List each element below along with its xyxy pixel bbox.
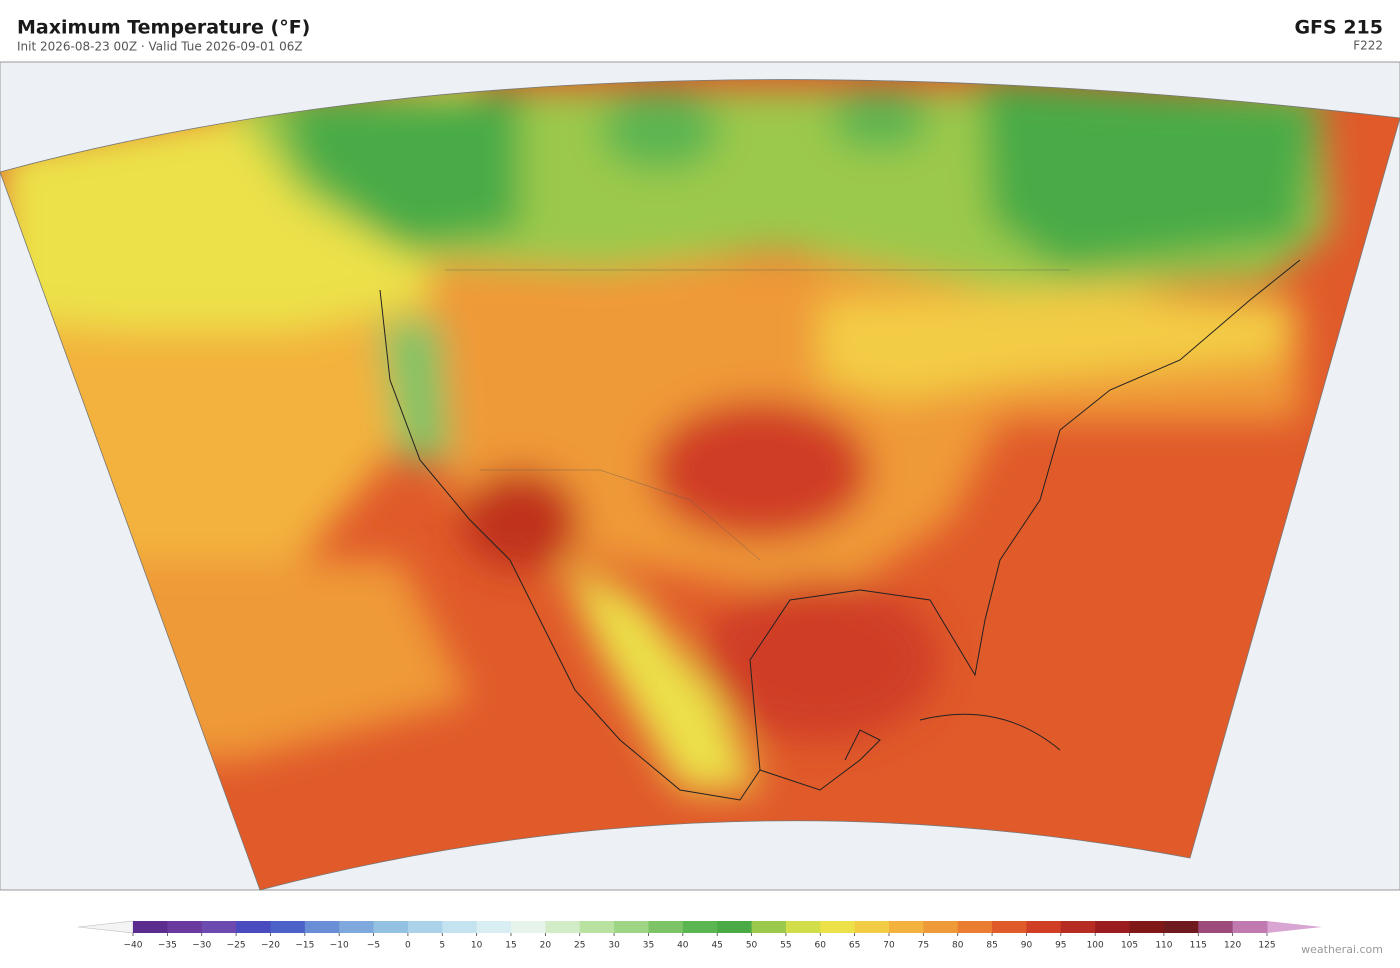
colorbar-tick-label: 105 xyxy=(1121,941,1138,951)
colorbar-tick-label: −15 xyxy=(295,941,314,951)
colorbar-bin xyxy=(511,921,546,933)
colorbar-tick-label: −40 xyxy=(124,941,143,951)
colorbar-bin xyxy=(545,921,581,933)
colorbar-bin xyxy=(957,921,993,933)
colorbar-bin xyxy=(923,921,959,933)
colorbar-tick-label: 125 xyxy=(1258,941,1275,951)
colorbar-bin xyxy=(854,921,890,933)
forecast-hour: F222 xyxy=(1353,39,1383,53)
colorbar-tick-label: 15 xyxy=(505,941,516,951)
colorbar-bin xyxy=(270,921,306,933)
colorbar-bin xyxy=(717,921,753,933)
colorbar-tick-label: 40 xyxy=(677,941,689,951)
colorbar-tick-label: 45 xyxy=(711,941,722,951)
credit: weatherai.com xyxy=(1301,943,1383,956)
colorbar-bin xyxy=(1060,921,1096,933)
colorbar-tick-label: 120 xyxy=(1224,941,1241,951)
colorbar-bin xyxy=(201,921,237,933)
colorbar-tick-label: 100 xyxy=(1087,941,1104,951)
colorbar-bin xyxy=(167,921,203,933)
colorbar-tick-label: 10 xyxy=(471,941,483,951)
colorbar-tick-label: 75 xyxy=(918,941,929,951)
colorbar-tick-label: 25 xyxy=(574,941,585,951)
colorbar-bin xyxy=(236,921,271,933)
colorbar-tick-label: −10 xyxy=(330,941,349,951)
colorbar-tick-label: 5 xyxy=(439,941,445,951)
colorbar-tick-label: −5 xyxy=(367,941,380,951)
colorbar-bin xyxy=(682,921,718,933)
model-label: GFS 215 xyxy=(1294,17,1383,39)
colorbar-bin xyxy=(373,921,409,933)
colorbar-tick-label: 35 xyxy=(643,941,654,951)
colorbar-bin xyxy=(304,921,340,933)
colorbar-tick-label: 85 xyxy=(986,941,997,951)
colorbar-tick-label: 60 xyxy=(815,941,827,951)
colorbar-tick-label: 20 xyxy=(540,941,552,951)
colorbar-tick-label: 90 xyxy=(1021,941,1033,951)
colorbar-tick-label: 55 xyxy=(780,941,791,951)
colorbar: −40 −35 −30 −25 −20 −15 −10 −5 0 5 10 15 20 25 30 35 40 4… xyxy=(77,920,1322,951)
colorbar-tick-label: 115 xyxy=(1190,941,1207,951)
colorbar-tick-label: 50 xyxy=(746,941,758,951)
colorbar-bin xyxy=(476,921,512,933)
colorbar-tick-label: −35 xyxy=(158,941,177,951)
colorbar-bin xyxy=(407,921,443,933)
colorbar-bin xyxy=(1232,921,1268,933)
colorbar-tick-label: 80 xyxy=(952,941,964,951)
colorbar-bin xyxy=(751,921,787,933)
colorbar-under xyxy=(77,920,134,934)
colorbar-bin xyxy=(992,921,1027,933)
colorbar-bin xyxy=(1198,921,1234,933)
colorbar-bin xyxy=(579,921,615,933)
colorbar-tick-label: 70 xyxy=(883,941,895,951)
colorbar-tick-label: −20 xyxy=(261,941,280,951)
colorbar-tick-label: −25 xyxy=(227,941,246,951)
colorbar-tick-label: −30 xyxy=(192,941,211,951)
colorbar-bin xyxy=(1129,921,1165,933)
title: Maximum Temperature (°F) xyxy=(17,17,310,39)
colorbar-tick-label: 95 xyxy=(1055,941,1066,951)
colorbar-bin xyxy=(1163,921,1199,933)
colorbar-bin xyxy=(648,921,684,933)
colorbar-tick-label: 30 xyxy=(608,941,620,951)
colorbar-bin xyxy=(785,921,821,933)
colorbar-tick-label: 65 xyxy=(849,941,860,951)
colorbar-bin xyxy=(1026,921,1062,933)
colorbar-bin xyxy=(1095,921,1131,933)
colorbar-bin xyxy=(339,921,375,933)
colorbar-bin xyxy=(889,921,924,933)
colorbar-bin xyxy=(133,921,168,933)
colorbar-tick-label: 0 xyxy=(405,941,411,951)
map xyxy=(0,61,1400,891)
colorbar-bin xyxy=(820,921,856,933)
colorbar-over xyxy=(1267,921,1322,933)
colorbar-bin xyxy=(614,921,649,933)
colorbar-tick-label: 110 xyxy=(1155,941,1172,951)
colorbar-bin xyxy=(442,921,478,933)
subtitle: Init 2026-08-23 00Z · Valid Tue 2026-09-… xyxy=(17,40,303,54)
